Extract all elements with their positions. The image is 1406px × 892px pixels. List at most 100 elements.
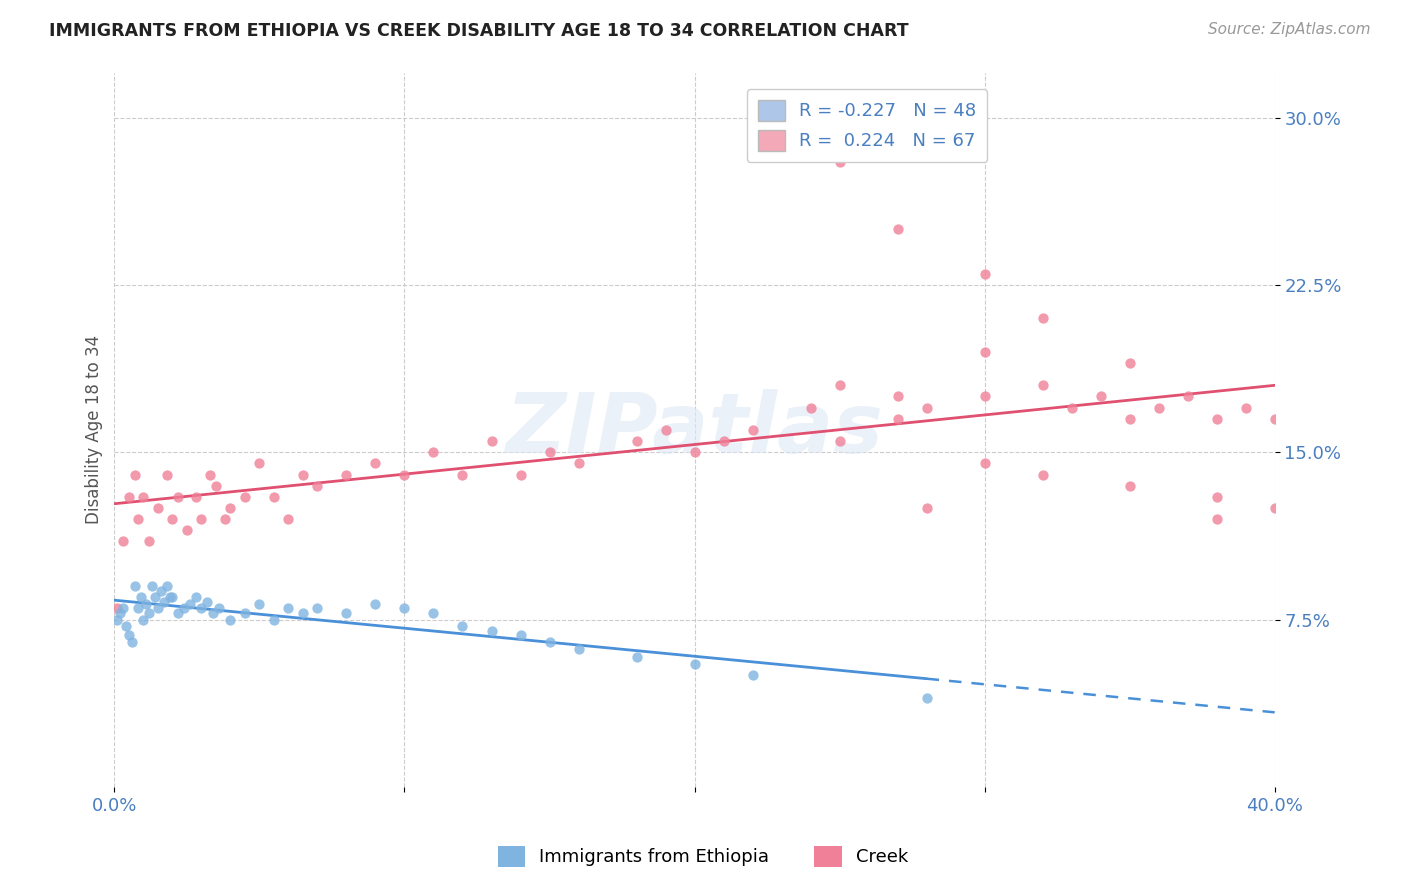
Point [394, 601, 416, 615]
Point [152, 595, 174, 609]
Point [124, 579, 146, 593]
Point [127, 512, 149, 526]
Point [121, 635, 143, 649]
Point [184, 591, 207, 605]
Point [1118, 356, 1140, 370]
Point [167, 606, 190, 620]
Point [135, 597, 157, 611]
Point [176, 524, 198, 538]
Point [451, 467, 474, 482]
Point [1118, 411, 1140, 425]
Point [291, 467, 314, 482]
Point [118, 490, 141, 504]
Point [451, 619, 474, 633]
Point [1205, 512, 1227, 526]
Point [567, 456, 589, 470]
Point [654, 423, 676, 437]
Point [105, 613, 128, 627]
Point [249, 456, 271, 470]
Point [156, 579, 179, 593]
Legend: R = -0.227   N = 48, R =  0.224   N = 67: R = -0.227 N = 48, R = 0.224 N = 67 [747, 89, 987, 161]
Point [118, 628, 141, 642]
Point [683, 657, 706, 672]
Point [219, 500, 242, 515]
Point [1060, 401, 1083, 415]
Point [146, 601, 169, 615]
Point [149, 583, 172, 598]
Point [190, 512, 212, 526]
Point [143, 591, 166, 605]
Point [156, 467, 179, 482]
Point [195, 595, 218, 609]
Point [129, 591, 152, 605]
Point [249, 597, 271, 611]
Point [364, 597, 387, 611]
Point [1032, 311, 1054, 326]
Legend: Immigrants from Ethiopia, Creek: Immigrants from Ethiopia, Creek [491, 838, 915, 874]
Point [538, 445, 561, 459]
Point [108, 606, 131, 620]
Text: Source: ZipAtlas.com: Source: ZipAtlas.com [1208, 22, 1371, 37]
Point [828, 155, 851, 169]
Point [828, 378, 851, 392]
Point [394, 467, 416, 482]
Point [307, 478, 329, 492]
Point [167, 490, 190, 504]
Point [1205, 411, 1227, 425]
Point [115, 619, 138, 633]
Point [973, 344, 995, 359]
Point [307, 601, 329, 615]
Point [481, 624, 503, 638]
Point [915, 500, 938, 515]
Point [973, 267, 995, 281]
Point [205, 478, 228, 492]
Point [1234, 401, 1257, 415]
Point [683, 445, 706, 459]
Point [886, 411, 908, 425]
Text: ZIPatlas: ZIPatlas [506, 390, 883, 470]
Point [626, 650, 648, 665]
Point [190, 601, 212, 615]
Point [422, 445, 444, 459]
Point [291, 606, 314, 620]
Point [886, 222, 908, 236]
Point [198, 467, 221, 482]
Point [538, 635, 561, 649]
Point [1032, 467, 1054, 482]
Point [179, 597, 201, 611]
Point [202, 606, 225, 620]
Point [132, 490, 155, 504]
Point [741, 423, 763, 437]
Point [509, 467, 531, 482]
Point [159, 591, 181, 605]
Point [112, 601, 135, 615]
Point [481, 434, 503, 448]
Point [219, 613, 242, 627]
Point [1264, 411, 1286, 425]
Point [138, 606, 160, 620]
Point [184, 490, 207, 504]
Y-axis label: Disability Age 18 to 34: Disability Age 18 to 34 [86, 335, 103, 524]
Point [1147, 401, 1170, 415]
Point [915, 401, 938, 415]
Point [112, 534, 135, 549]
Point [124, 467, 146, 482]
Point [1205, 490, 1227, 504]
Point [335, 467, 357, 482]
Point [741, 668, 763, 682]
Point [162, 512, 184, 526]
Point [828, 434, 851, 448]
Point [509, 628, 531, 642]
Point [335, 606, 357, 620]
Point [263, 613, 285, 627]
Point [277, 601, 299, 615]
Point [277, 512, 299, 526]
Point [1090, 389, 1112, 403]
Point [1177, 389, 1199, 403]
Point [713, 434, 735, 448]
Point [146, 500, 169, 515]
Point [208, 601, 231, 615]
Point [973, 389, 995, 403]
Point [973, 456, 995, 470]
Text: IMMIGRANTS FROM ETHIOPIA VS CREEK DISABILITY AGE 18 TO 34 CORRELATION CHART: IMMIGRANTS FROM ETHIOPIA VS CREEK DISABI… [49, 22, 908, 40]
